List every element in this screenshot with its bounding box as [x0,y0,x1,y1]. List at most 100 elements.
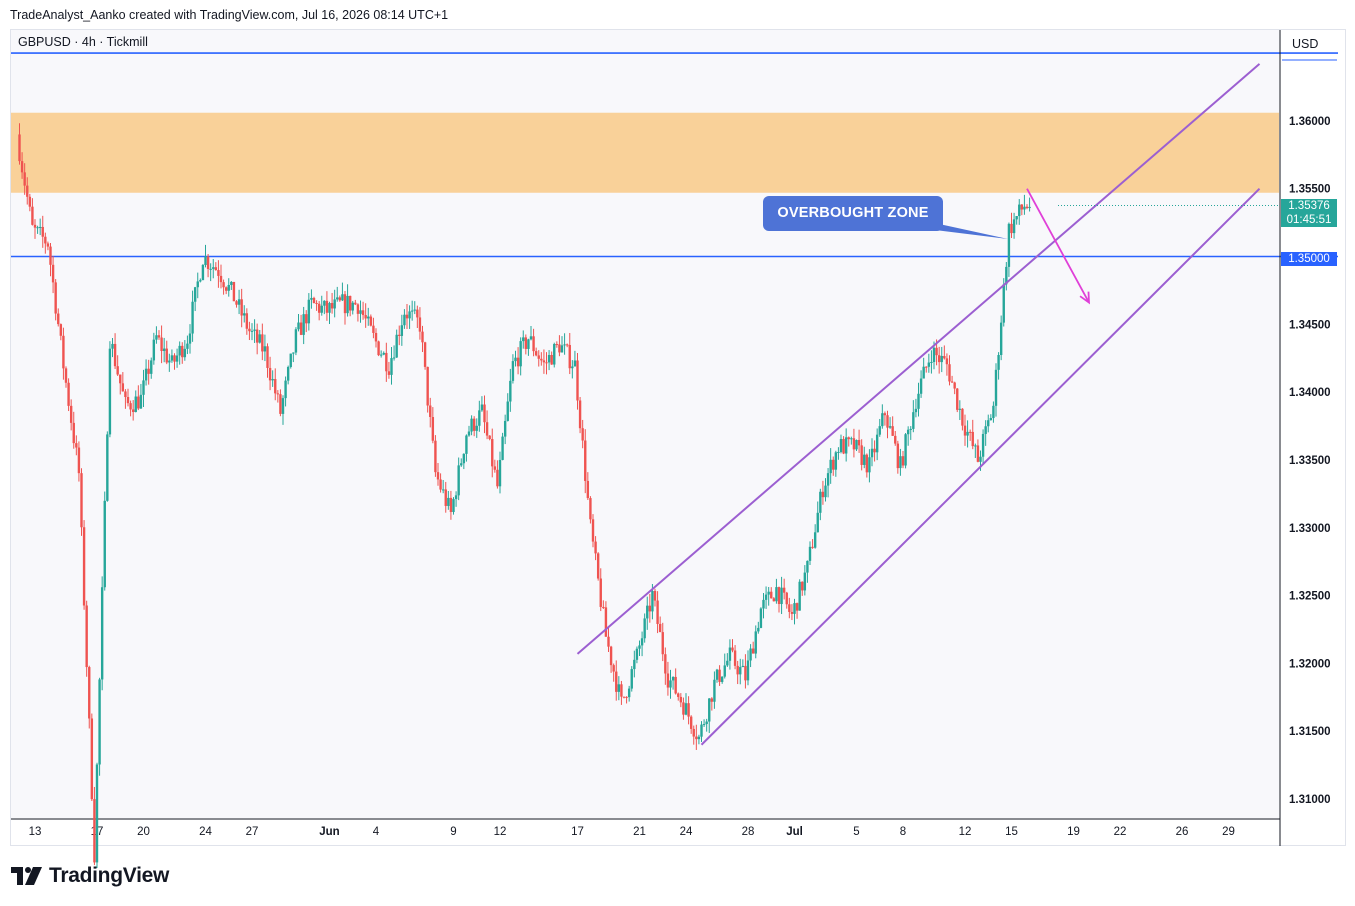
price-tick-label: 1.34000 [1289,387,1331,399]
candle-body [418,317,422,332]
candle-body [98,679,101,765]
candle-body [819,491,822,513]
overbought-zone-callout[interactable]: OVERBOUGHT ZONE [763,196,943,231]
candle-body [855,439,858,450]
time-tick-label: 12 [959,826,972,838]
candle-body [736,665,739,675]
candle-body [534,351,538,356]
candle-body [999,322,1003,355]
candle-body [968,431,972,433]
candle-body [545,362,548,364]
candle-body [175,355,179,362]
tradingview-brand[interactable]: TradingView [11,864,169,888]
candle-body [713,679,716,702]
candle-body [532,336,535,352]
candle-body [837,451,840,453]
candle-body [116,366,119,375]
candle-body [183,348,187,358]
candle-body [749,648,752,661]
candle-body [111,343,114,349]
candle-body [540,358,543,361]
candle-body [1005,266,1008,285]
currency-label[interactable]: USD [1292,37,1319,51]
candle-body [416,309,419,318]
candle-body [863,454,866,465]
symbol-legend[interactable]: GBPUSD · 4h · Tickmill [18,35,148,49]
candle-body [852,438,856,450]
candle-body [542,360,546,363]
candle-body [51,264,55,283]
candle-body [651,590,654,612]
candle-body [206,256,210,269]
candle-body [824,485,827,498]
candle-body [723,665,726,677]
candle-body [62,335,65,369]
candle-body [937,355,941,363]
candle-body [607,636,610,647]
candle-body [82,527,86,606]
candle-body [906,429,910,435]
candle-body [963,425,967,436]
candle-body [919,378,923,394]
candle-body [615,671,618,692]
candle-body [795,603,799,611]
candle-body [488,435,491,440]
candle-body [90,718,94,800]
candle-body [413,309,416,311]
candle-body [1028,206,1031,209]
candle-body [310,297,313,300]
channel-upper-line[interactable] [576,63,1261,655]
candle-body [971,431,974,447]
candle-body [785,592,788,605]
candle-body [509,380,512,402]
candle-body [1023,206,1026,210]
candle-body [842,438,845,454]
candle-body [72,422,75,444]
time-tick-label: 21 [633,826,646,838]
candle-body [793,603,796,614]
candle-body [367,316,370,319]
candle-body [1015,216,1018,220]
candle-body [813,532,817,548]
candle-body [881,413,884,427]
candle-body [503,420,507,437]
candle-body [656,600,659,624]
candle-body [462,453,466,464]
candle-body [219,275,223,283]
channel-lower-line[interactable] [700,187,1261,746]
candle-body [480,404,484,411]
candle-body [733,650,737,666]
time-tick-label: 24 [199,826,212,838]
candle-body [865,454,869,473]
candle-body [643,618,646,639]
candle-body [75,443,78,448]
candle-body [441,489,445,491]
candle-body [119,374,122,384]
candle-body [245,313,249,329]
candle-body [496,469,499,487]
candle-body [410,310,414,312]
candle-body [266,346,269,368]
candle-body [436,472,440,480]
candle-body [178,345,181,356]
candle-body [232,281,236,302]
candle-body [237,299,241,305]
candle-body [671,676,675,681]
resistance-zone[interactable] [11,112,1279,193]
bar-countdown: 01:45:51 [1286,214,1332,226]
time-tick-label: 5 [853,826,859,838]
time-tick-label: 22 [1114,826,1127,838]
candle-body [294,329,298,353]
candle-body [317,303,321,313]
projection-arrow-shaft[interactable] [1026,188,1090,304]
candle-body [196,281,199,288]
candle-body [36,227,39,229]
candle-body [834,452,838,470]
candle-body [687,703,690,717]
candle-body [18,134,21,162]
candle-body [434,440,437,473]
candle-body [537,355,540,359]
candle-body [697,736,701,740]
candle-body [782,587,786,593]
